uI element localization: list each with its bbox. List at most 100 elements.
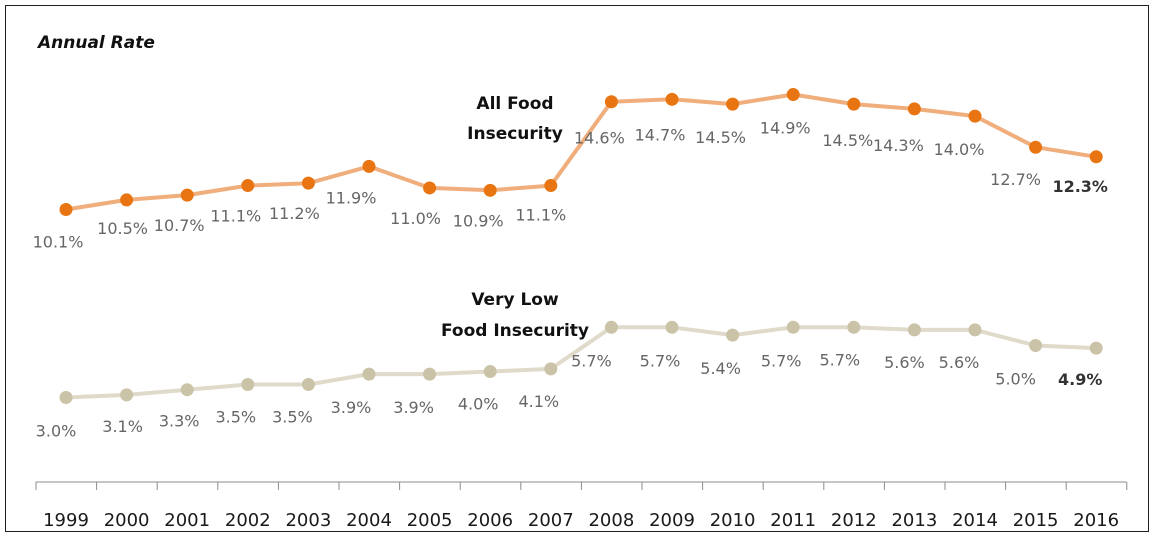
- data-label: 5.6%: [939, 353, 980, 372]
- series-name-label: Food Insecurity: [441, 321, 589, 341]
- data-label: 12.3%: [1052, 177, 1108, 196]
- data-label: 3.5%: [272, 408, 313, 427]
- chart-title: Annual Rate: [38, 33, 155, 53]
- data-label: 14.5%: [822, 131, 873, 150]
- series-line: [65, 325, 1097, 400]
- x-tick-label: 2002: [225, 510, 271, 531]
- x-tick-label: 2006: [467, 510, 513, 531]
- data-point: [241, 378, 255, 391]
- data-label: 11.1%: [210, 207, 261, 226]
- data-point: [665, 320, 679, 334]
- x-tick-label: 2008: [588, 510, 634, 531]
- data-label: 5.7%: [819, 350, 860, 369]
- data-label: 10.1%: [33, 233, 84, 252]
- data-point: [726, 328, 740, 342]
- x-tick-label: 2005: [407, 510, 453, 531]
- data-label: 11.1%: [515, 206, 566, 225]
- series-name-label: Very Low: [471, 290, 559, 310]
- data-label: 3.5%: [215, 408, 256, 427]
- x-tick-label: 2012: [831, 510, 877, 531]
- data-point: [59, 203, 73, 216]
- series-line: [65, 92, 1097, 212]
- series-very-low-food-insecurity: 3.0% 3.1% 3.3% 3.5% 3.5% 3.9% 3.9% 4.0% 4.1% 5.7%…: [36, 290, 1103, 441]
- x-tick-label: 2001: [164, 510, 210, 531]
- x-tick-label: 2014: [952, 510, 998, 531]
- data-point: [180, 188, 194, 202]
- data-point: [665, 92, 679, 106]
- data-point: [544, 362, 558, 376]
- x-tick-label: 2000: [104, 510, 150, 531]
- data-point: [786, 88, 800, 102]
- data-label: 3.9%: [393, 398, 434, 417]
- data-label: 14.3%: [873, 136, 924, 155]
- data-label: 4.9%: [1058, 370, 1102, 389]
- x-tick-label: 2004: [346, 510, 392, 531]
- data-label: 11.9%: [326, 188, 377, 207]
- data-point: [604, 95, 618, 109]
- data-point: [241, 179, 255, 193]
- data-point: [847, 320, 861, 334]
- x-tick-label: 2007: [528, 510, 574, 531]
- data-point: [120, 193, 134, 207]
- data-point: [423, 367, 437, 381]
- data-label: 3.0%: [36, 422, 77, 441]
- data-point: [301, 176, 315, 190]
- x-tick-label: 2003: [285, 510, 331, 531]
- data-label: 11.0%: [390, 209, 441, 228]
- x-tick-label: 2015: [1013, 510, 1059, 531]
- data-label: 5.7%: [640, 351, 681, 370]
- data-label: 5.6%: [884, 353, 925, 372]
- data-label: 5.7%: [761, 351, 802, 370]
- data-point: [786, 320, 800, 334]
- data-point: [362, 367, 376, 381]
- data-point: [362, 159, 376, 173]
- data-point: [1089, 150, 1103, 164]
- data-point: [120, 388, 134, 402]
- data-label: 10.5%: [97, 219, 148, 238]
- data-label: 14.7%: [635, 125, 686, 144]
- data-label: 14.0%: [934, 140, 985, 159]
- data-point: [544, 179, 558, 193]
- data-point: [1029, 339, 1043, 352]
- data-label: 12.7%: [990, 170, 1041, 189]
- data-label: 10.7%: [154, 216, 205, 235]
- data-label: 4.0%: [458, 395, 499, 414]
- data-label: 5.4%: [700, 359, 741, 378]
- data-point: [483, 183, 497, 197]
- data-point: [423, 181, 437, 195]
- x-tick-label: 2011: [770, 510, 816, 531]
- x-tick-label: 2016: [1073, 510, 1119, 531]
- data-label: 14.5%: [695, 128, 746, 147]
- x-tick-label: 2009: [649, 510, 695, 531]
- chart-frame: [5, 5, 1149, 532]
- data-label: 14.6%: [574, 129, 625, 148]
- x-tick-label: 2010: [710, 510, 756, 531]
- data-label: 3.3%: [159, 412, 200, 431]
- data-label: 14.9%: [760, 119, 811, 138]
- data-point: [907, 102, 921, 116]
- data-point: [301, 378, 315, 391]
- data-point: [604, 320, 618, 334]
- data-label: 11.2%: [269, 204, 320, 223]
- data-point: [968, 109, 982, 123]
- data-label: 3.1%: [102, 417, 143, 436]
- data-point: [847, 97, 861, 111]
- data-point: [907, 323, 921, 337]
- x-tick-label: 2013: [891, 510, 937, 531]
- x-tick-label: 1999: [43, 510, 89, 531]
- data-point: [180, 383, 194, 397]
- series-name-label: All Food: [476, 94, 553, 114]
- data-point: [1029, 140, 1043, 154]
- data-label: 5.7%: [571, 351, 612, 370]
- data-point: [1089, 341, 1103, 355]
- data-label: 10.9%: [453, 211, 504, 230]
- data-label: 5.0%: [995, 370, 1036, 389]
- data-label: 3.9%: [331, 398, 372, 417]
- data-point: [726, 97, 740, 111]
- series-all-food-insecurity: 10.1% 10.5% 10.7% 11.1% 11.2% 11.9% 11.0% 10.9%…: [33, 88, 1108, 252]
- data-point: [968, 323, 982, 337]
- data-point: [59, 391, 73, 404]
- data-point: [483, 365, 497, 378]
- data-label: 4.1%: [518, 392, 559, 411]
